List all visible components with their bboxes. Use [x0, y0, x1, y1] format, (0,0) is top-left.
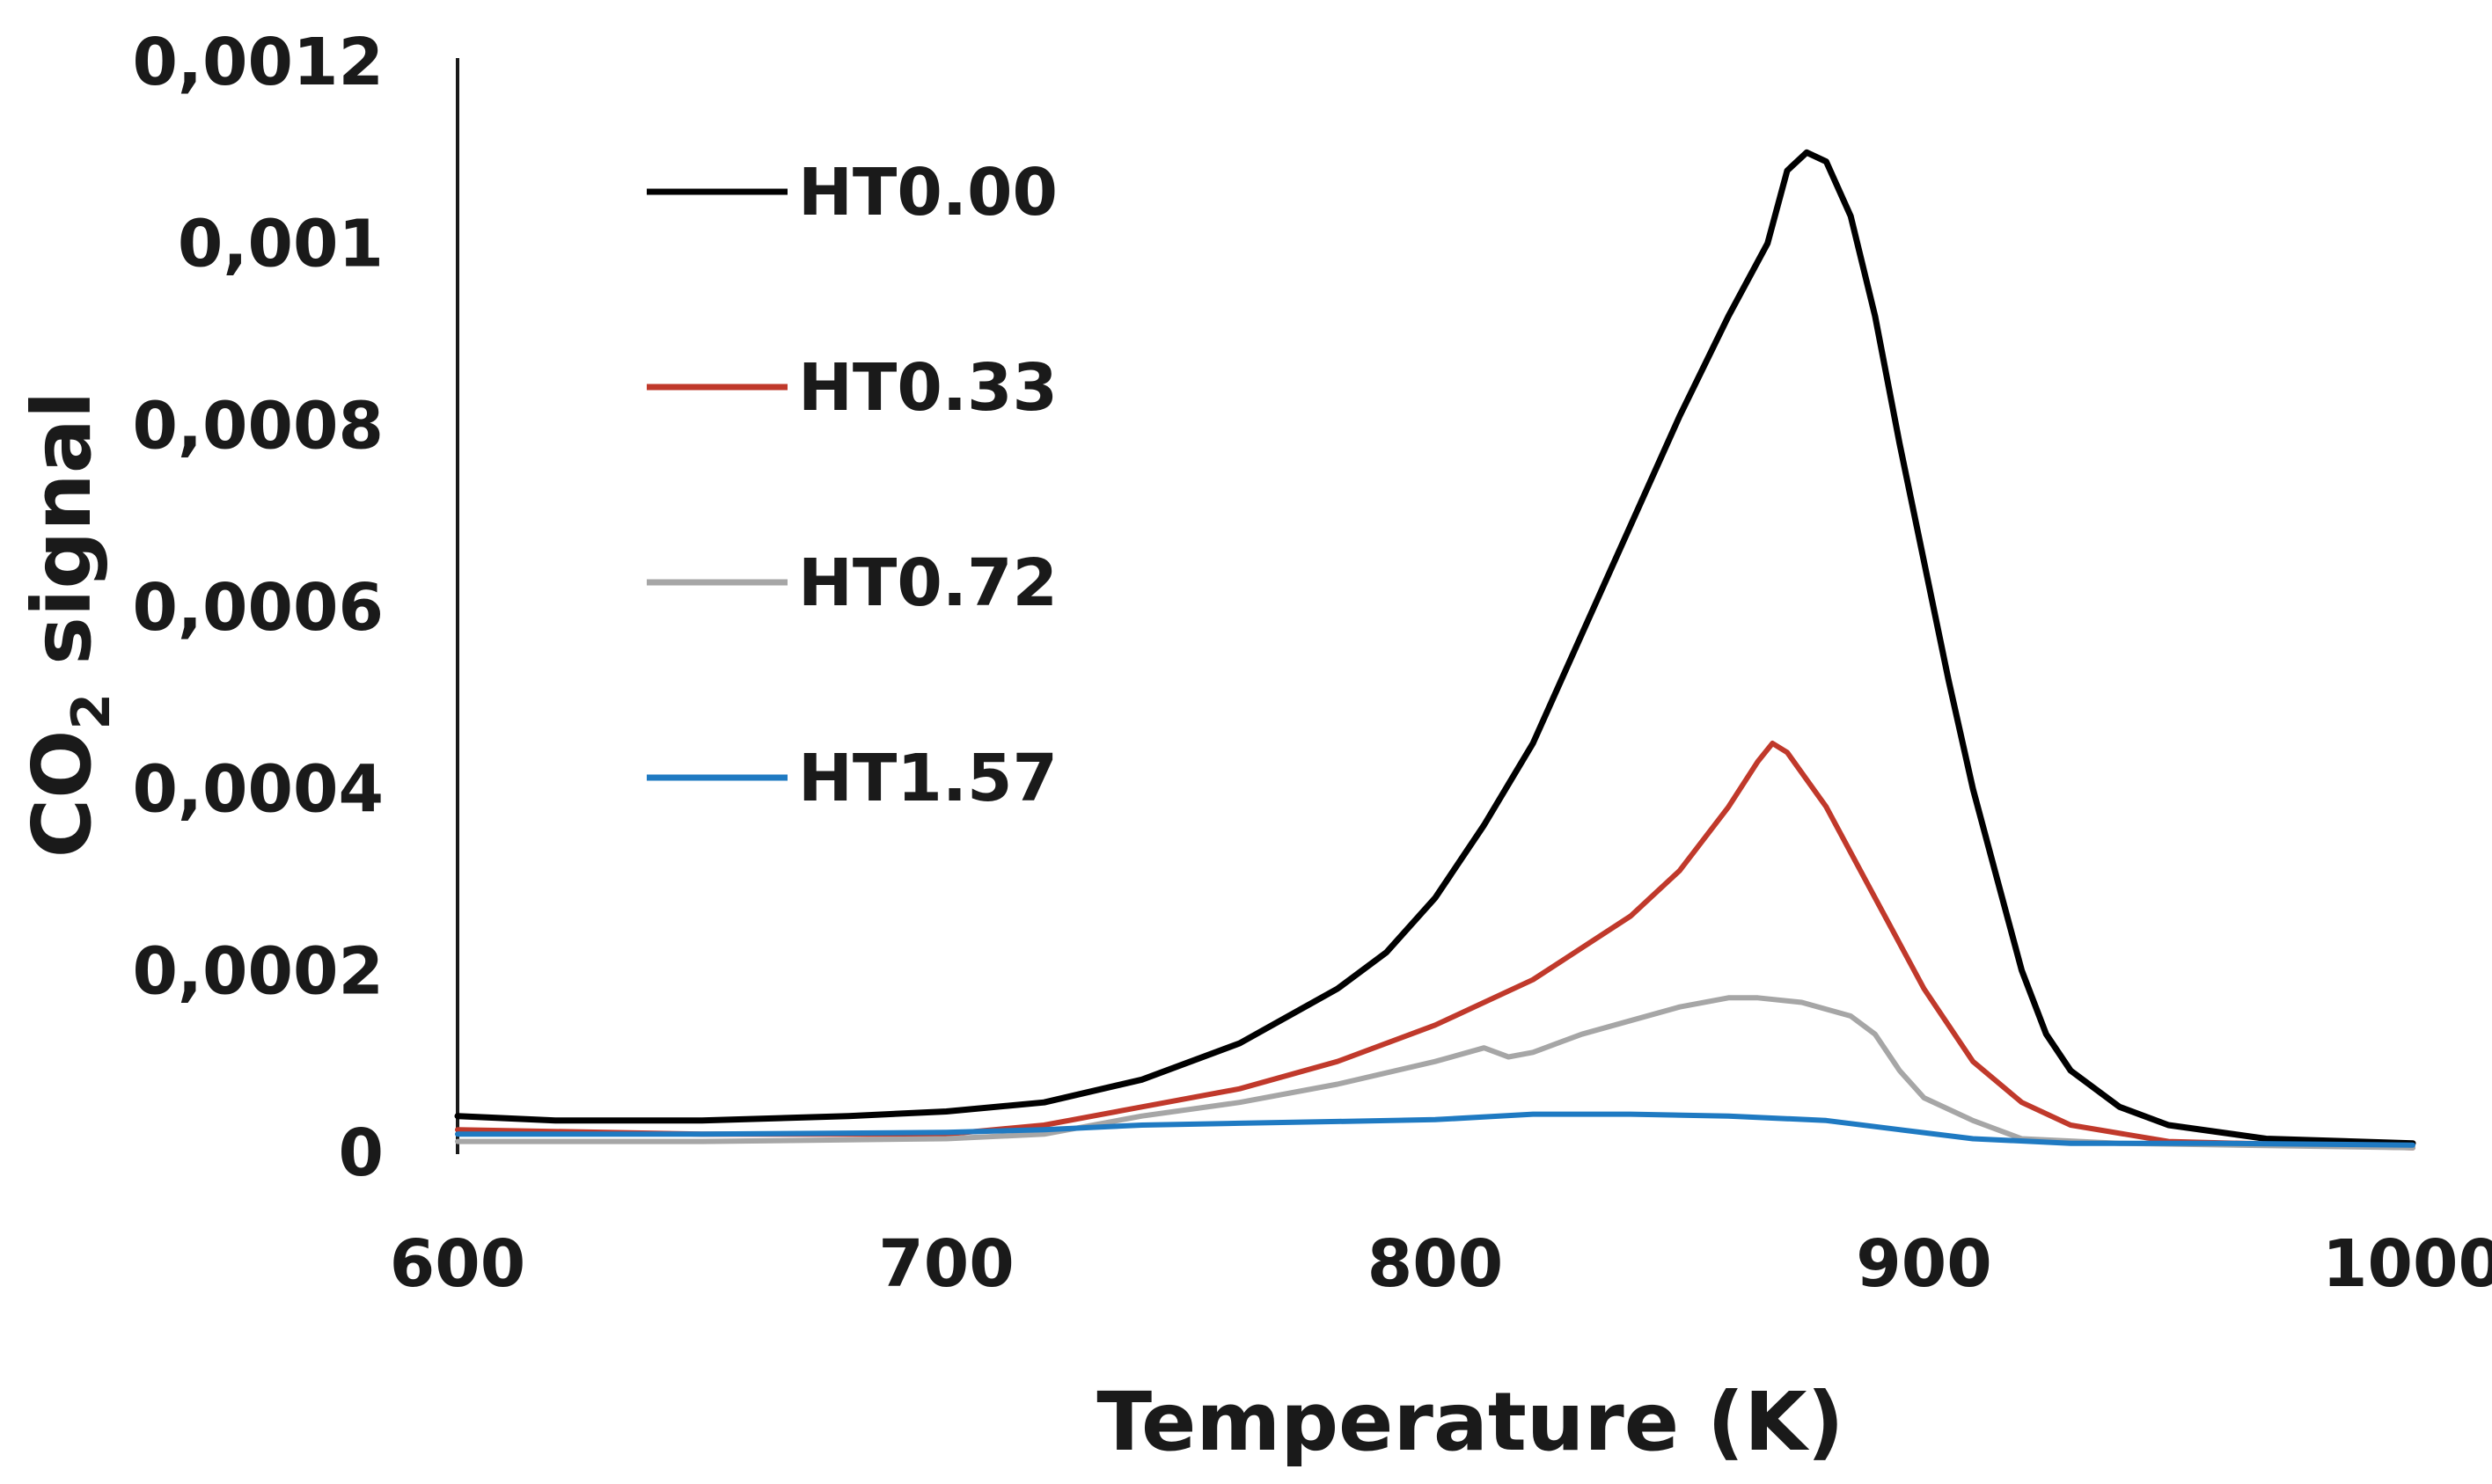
y-tick-labels: 0 0,0002 0,0004 0,0006 0,0008 0,001 0,0012	[132, 25, 384, 1191]
y-tick-label: 0,0002	[132, 933, 384, 1009]
x-tick-label: 700	[878, 1226, 1014, 1302]
y-axis-title-main: CO	[15, 730, 109, 859]
series-line-ht1-57	[455, 1111, 2415, 1148]
x-tick-label: 900	[1856, 1226, 1991, 1302]
legend-label: HT0.72	[798, 545, 1058, 621]
series-line-ht0-00	[454, 149, 2416, 1147]
legend-label: HT0.33	[798, 350, 1058, 426]
y-tick-label: 0	[339, 1115, 385, 1191]
x-tick-label: 800	[1367, 1226, 1503, 1302]
x-tick-label: 1000	[2322, 1226, 2492, 1302]
y-tick-label: 0,001	[178, 207, 384, 282]
y-tick-label: 0,0012	[132, 25, 384, 100]
series-lines	[454, 149, 2416, 1151]
x-tick-labels: 600 700 800 900 1000	[390, 1226, 2492, 1302]
x-tick-label: 600	[390, 1226, 525, 1302]
legend-label: HT1.57	[798, 741, 1058, 816]
series-line-ht0-72	[455, 995, 2415, 1151]
series-line-ht0-33	[455, 741, 2415, 1151]
y-tick-label: 0,0006	[132, 570, 384, 646]
legend: HT0.00 HT0.33 HT0.72 HT1.57	[647, 155, 1058, 816]
legend-label: HT0.00	[798, 155, 1058, 230]
y-axis-title-subscript: 2	[61, 693, 122, 730]
y-tick-label: 0,0004	[132, 752, 384, 828]
y-axis-title: CO2 signal	[15, 391, 122, 859]
y-axis-title-rest: signal	[15, 391, 109, 693]
y-tick-label: 0,0008	[132, 388, 384, 464]
x-axis-title: Temperature (K)	[1096, 1375, 1843, 1469]
